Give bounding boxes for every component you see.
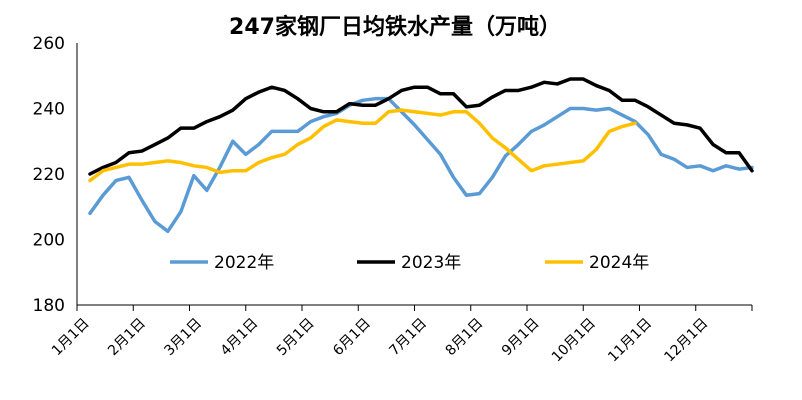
legend-label-0: 2022年 [214, 253, 274, 273]
x-tick-label: 4月1日 [218, 315, 262, 359]
x-tick-label: 1月1日 [49, 315, 93, 359]
y-tick-label: 220 [33, 165, 65, 185]
x-tick-label: 5月1日 [274, 315, 318, 359]
legend: 2022年 2023年 2024年 [170, 253, 649, 273]
y-axis-ticks: 180 200 220 240 260 [33, 34, 65, 316]
x-tick-label: 8月1日 [443, 315, 487, 359]
x-tick-label: 3月1日 [161, 315, 205, 359]
x-tick-label: 12月1日 [661, 315, 711, 365]
series-line-1 [88, 77, 754, 176]
y-tick-label: 240 [33, 100, 65, 120]
y-tick-label: 200 [33, 231, 65, 251]
series-line-2 [88, 108, 637, 183]
chart-title: 247家钢厂日均铁水产量（万吨） [229, 14, 561, 40]
x-tick-label: 6月1日 [330, 315, 374, 359]
x-tick-label: 11月1日 [605, 315, 655, 365]
x-tick-label: 10月1日 [549, 315, 599, 365]
x-tick-label: 7月1日 [386, 315, 430, 359]
legend-label-1: 2023年 [401, 253, 461, 273]
legend-label-2: 2024年 [589, 253, 649, 273]
series-line-0 [88, 96, 754, 234]
x-tick-label: 9月1日 [499, 315, 543, 359]
x-axis-ticks: 1月1日 2月1日 3月1日 4月1日 5月1日 6月1日 7月1日 8月1日 9月1日 10月1… [49, 305, 753, 365]
y-tick-label: 260 [33, 34, 65, 54]
x-tick-label: 2月1日 [105, 315, 149, 359]
series-layer [88, 77, 754, 234]
y-tick-label: 180 [33, 296, 65, 316]
